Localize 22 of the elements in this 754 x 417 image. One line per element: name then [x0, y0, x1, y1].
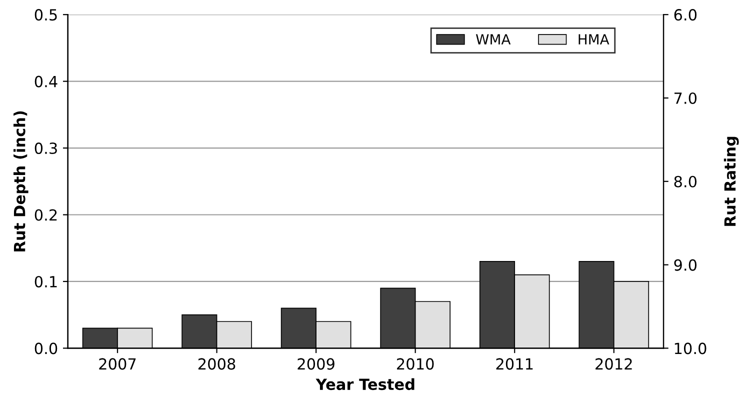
x-axis-title: Year Tested: [316, 378, 414, 390]
y-tick-label: 0.4: [34, 76, 58, 88]
x-tick-label: 2007: [99, 358, 136, 370]
y2-tick-label: 6.0: [674, 9, 697, 21]
legend-label: WMA: [476, 34, 511, 44]
y-axis-title: Rut Depth (inch): [14, 111, 28, 252]
x-tick-label: 2011: [496, 358, 533, 370]
x-tick-label: 2009: [298, 358, 334, 370]
y-tick-label: 0.0: [34, 342, 58, 354]
legend-label: HMA: [578, 34, 610, 44]
y2-tick-label: 10.0: [674, 342, 706, 354]
y-tick-label: 0.1: [34, 276, 57, 288]
y-tick-label: 0.5: [34, 9, 57, 21]
y-tick-label: 0.3: [34, 142, 57, 154]
y2-tick-label: 8.0: [674, 176, 697, 188]
x-tick-label: 2008: [198, 358, 236, 370]
x-tick-label: 2010: [397, 358, 434, 370]
y-tick-label: 0.2: [34, 209, 57, 221]
x-tick-label: 2012: [596, 358, 632, 370]
y2-tick-label: 9.0: [674, 259, 697, 271]
y2-axis-title: Rut Rating: [724, 136, 739, 226]
y2-tick-label: 7.0: [674, 92, 697, 104]
